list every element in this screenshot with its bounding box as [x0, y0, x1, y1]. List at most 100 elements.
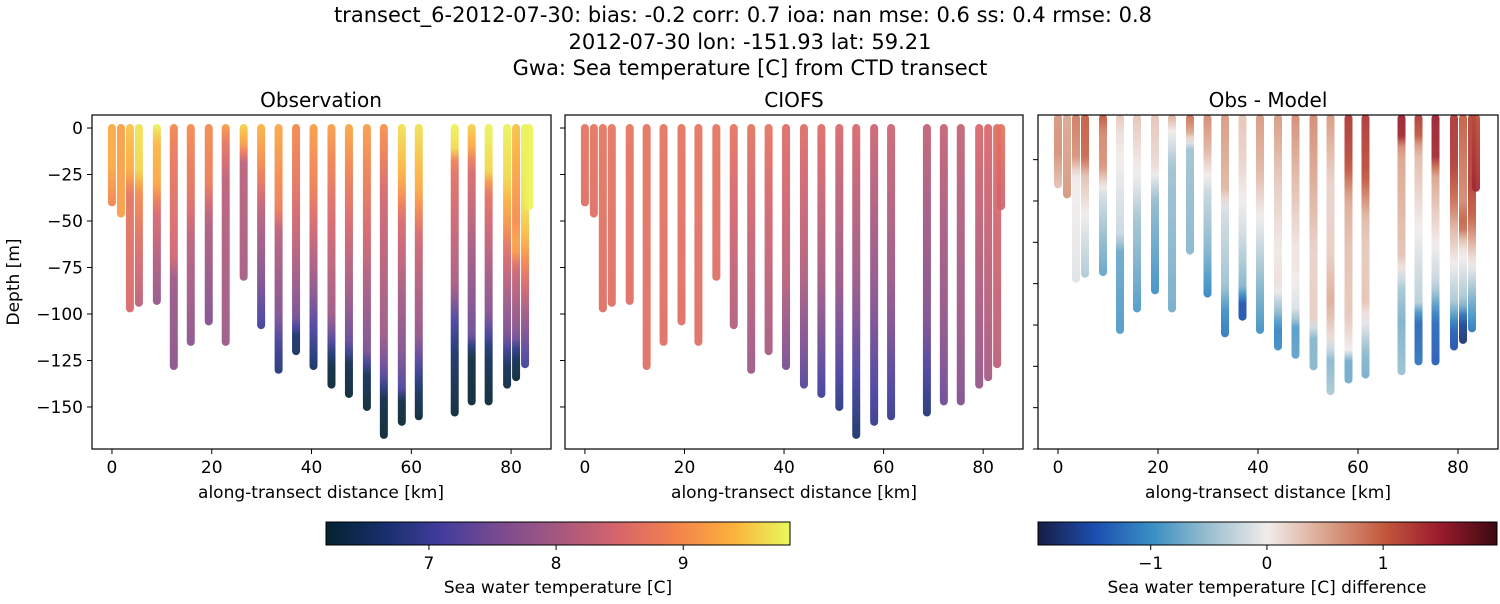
- colorbar-difference: Sea water temperature [C] difference: [1107, 578, 1426, 598]
- station-profile: [817, 124, 826, 398]
- colorbar-tick-label: −1: [1138, 554, 1163, 574]
- station-profile: [186, 124, 195, 346]
- colorbar-1: −1 0 1: [1037, 521, 1498, 574]
- station-profile: [852, 124, 861, 439]
- station-profile: [694, 124, 703, 346]
- x-tick-label: 60: [1347, 458, 1369, 478]
- axes-frame: [91, 114, 552, 450]
- station-profile: [1309, 115, 1318, 371]
- x-tick-label: 60: [400, 458, 422, 478]
- station-profile: [589, 124, 598, 218]
- x-tick-label: 60: [873, 458, 895, 478]
- station-profile: [598, 124, 607, 313]
- y-tick-label: −125: [36, 351, 83, 371]
- station-profile: [1133, 115, 1141, 313]
- station-profile: [467, 124, 476, 406]
- station-profile: [274, 124, 283, 374]
- station-profile: [239, 124, 248, 281]
- axes-frame: [564, 114, 1024, 450]
- station-profile: [484, 124, 493, 406]
- station-profile: [221, 124, 230, 346]
- station-profile: [1151, 115, 1159, 295]
- station-profile: [729, 124, 738, 330]
- station-profile: [503, 124, 512, 389]
- station-profile: [625, 124, 634, 305]
- station-profile: [292, 124, 301, 356]
- y-axis-label: Depth [m]: [4, 238, 24, 325]
- panel-ciofs: CIOFS along-transect distance [km]: [671, 88, 917, 503]
- colorbar-gradient: [1037, 521, 1498, 546]
- colorbar-tick-label: 8: [551, 554, 562, 574]
- figure-title-line-1: transect_6-2012-07-30: bias: -0.2 corr: …: [334, 3, 1152, 28]
- station-profile: [1291, 115, 1300, 359]
- x-tick-label: 0: [1053, 458, 1064, 478]
- y-tick-label: −25: [47, 166, 83, 186]
- axes-frame: [1037, 114, 1499, 450]
- station-profile: [975, 124, 984, 389]
- panel-title: Obs - Model: [1209, 88, 1328, 112]
- plot-area-model: 0 20 40 60 80: [560, 114, 1024, 478]
- station-profile: [1081, 115, 1089, 278]
- station-profile: [1361, 115, 1370, 379]
- colorbar-tick-label: 7: [424, 554, 435, 574]
- station-profile: [397, 124, 406, 426]
- colorbar-0: 7 8 9: [325, 521, 791, 574]
- station-profile: [956, 124, 965, 406]
- station-profile: [1116, 115, 1124, 334]
- panel-title: Observation: [260, 88, 382, 112]
- station-profile: [309, 124, 318, 371]
- station-profile: [414, 124, 423, 421]
- station-profile: [512, 124, 521, 382]
- station-profile: [1168, 115, 1176, 313]
- x-tick-label: 40: [1247, 458, 1269, 478]
- colorbar-label: Sea water temperature [C] difference: [1107, 578, 1426, 598]
- station-profile: [677, 124, 686, 326]
- panel-title: CIOFS: [764, 88, 823, 112]
- x-tick-label: 0: [579, 458, 590, 478]
- station-profile: [997, 124, 1006, 211]
- plot-area-diff: 0 20 40 60 80: [1033, 114, 1499, 478]
- x-tick-label: 80: [1447, 458, 1469, 478]
- plot-area-obs: 0 20 40 60 80 0 −25 −50 −75 −100 −125 −150: [36, 114, 552, 478]
- station-profile: [1397, 115, 1406, 376]
- x-tick-label: 40: [301, 458, 323, 478]
- station-profile: [169, 124, 178, 371]
- station-profile: [607, 124, 616, 307]
- station-profile: [1099, 115, 1107, 277]
- x-axis-label: along-transect distance [km]: [198, 483, 444, 503]
- station-profile: [984, 124, 993, 382]
- figure-title-line-3: Gwa: Sea temperature [C] from CTD transe…: [513, 56, 988, 80]
- station-profile: [1256, 115, 1264, 334]
- colorbar-tick-label: 1: [1378, 554, 1389, 574]
- station-profile: [1344, 115, 1353, 384]
- station-profile: [327, 124, 336, 389]
- station-profile: [134, 124, 143, 307]
- station-profile: [525, 124, 534, 211]
- station-profile: [642, 124, 651, 371]
- station-profile: [379, 124, 388, 439]
- station-profile: [1414, 115, 1423, 366]
- y-tick-label: −75: [47, 258, 83, 278]
- x-tick-label: 80: [500, 458, 522, 478]
- station-profile: [580, 124, 589, 207]
- station-profile: [764, 124, 773, 356]
- station-profile: [450, 124, 459, 417]
- station-profile: [782, 124, 791, 371]
- station-profile: [1054, 115, 1062, 189]
- x-axis-label: along-transect distance [km]: [671, 483, 917, 503]
- station-profile: [870, 124, 879, 426]
- x-axis-label: along-transect distance [km]: [1145, 483, 1391, 503]
- x-tick-label: 0: [107, 458, 118, 478]
- colorbar-temperature: Sea water temperature [C]: [444, 578, 672, 598]
- x-tick-label: 80: [972, 458, 994, 478]
- station-profile: [659, 124, 668, 346]
- station-profile: [116, 124, 125, 218]
- colorbar-label: Sea water temperature [C]: [444, 578, 672, 598]
- colorbar-tick-label: 0: [1262, 554, 1273, 574]
- station-profile: [747, 124, 756, 374]
- y-tick-label: 0: [72, 119, 83, 139]
- panel-obs-minus-model: Obs - Model along-transect distance [km]: [1145, 88, 1391, 503]
- station-profile: [107, 124, 116, 207]
- x-tick-label: 20: [201, 458, 223, 478]
